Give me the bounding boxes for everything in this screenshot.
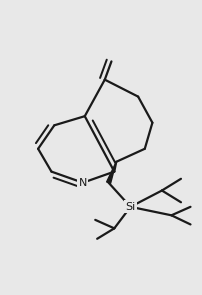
Polygon shape [107, 162, 116, 183]
Text: Si: Si [125, 202, 136, 212]
Text: N: N [79, 178, 87, 188]
